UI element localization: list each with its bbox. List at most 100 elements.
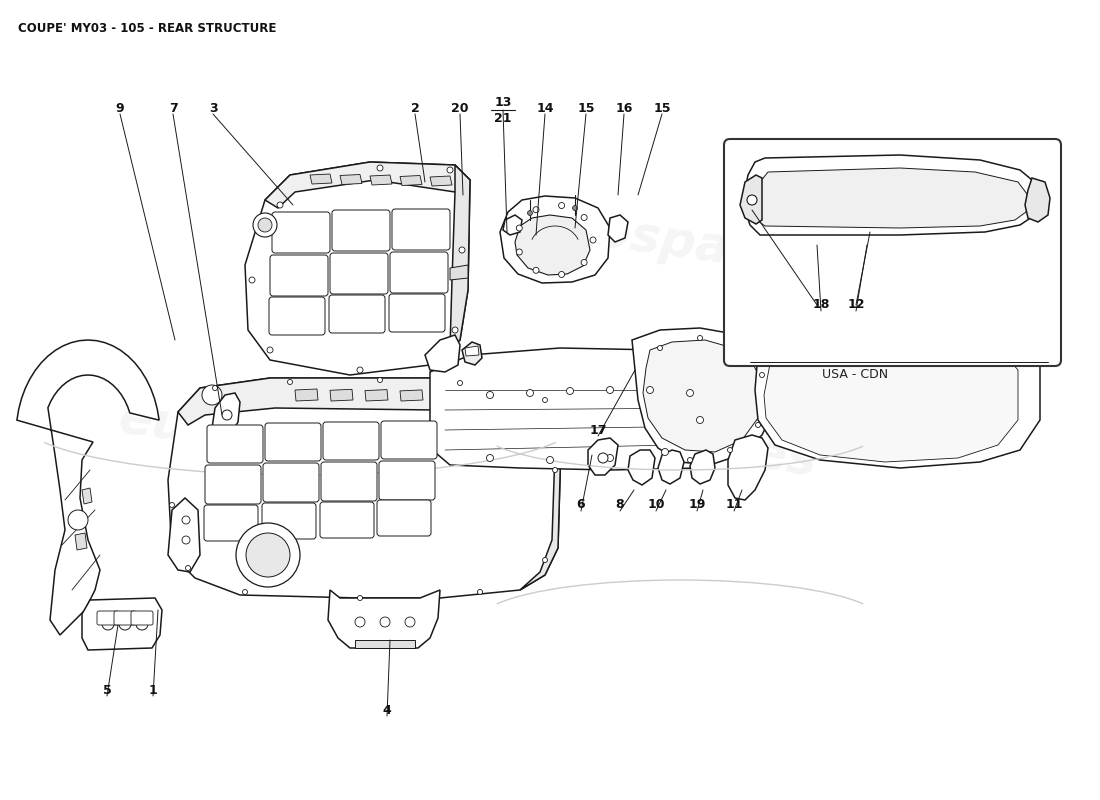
Polygon shape: [430, 165, 470, 365]
FancyBboxPatch shape: [131, 611, 153, 625]
Circle shape: [68, 510, 88, 530]
Circle shape: [119, 618, 131, 630]
Circle shape: [516, 225, 522, 231]
Circle shape: [102, 618, 114, 630]
Circle shape: [542, 558, 548, 562]
Polygon shape: [515, 215, 590, 275]
Polygon shape: [632, 328, 778, 465]
Text: 7: 7: [168, 102, 177, 114]
Polygon shape: [434, 390, 458, 401]
Polygon shape: [750, 168, 1030, 228]
Circle shape: [486, 454, 494, 462]
Circle shape: [598, 453, 608, 463]
Circle shape: [686, 390, 693, 397]
Circle shape: [534, 267, 539, 274]
Circle shape: [559, 271, 564, 278]
Circle shape: [590, 237, 596, 243]
Polygon shape: [310, 174, 332, 184]
Text: 16: 16: [615, 102, 632, 114]
Polygon shape: [588, 438, 618, 475]
Circle shape: [542, 398, 548, 402]
FancyBboxPatch shape: [332, 210, 390, 251]
FancyBboxPatch shape: [270, 255, 328, 296]
FancyBboxPatch shape: [265, 423, 321, 461]
Circle shape: [606, 454, 614, 462]
FancyBboxPatch shape: [114, 611, 136, 625]
Circle shape: [267, 347, 273, 353]
Text: 17: 17: [590, 423, 607, 437]
FancyBboxPatch shape: [263, 463, 319, 502]
FancyBboxPatch shape: [320, 502, 374, 538]
FancyBboxPatch shape: [389, 294, 446, 332]
FancyBboxPatch shape: [321, 462, 377, 501]
Circle shape: [727, 447, 733, 453]
FancyBboxPatch shape: [205, 465, 261, 504]
FancyBboxPatch shape: [272, 212, 330, 253]
Polygon shape: [644, 340, 762, 452]
Text: 15: 15: [578, 102, 595, 114]
Polygon shape: [658, 450, 684, 484]
Circle shape: [581, 259, 587, 266]
Circle shape: [566, 387, 573, 394]
Circle shape: [661, 449, 669, 455]
Polygon shape: [425, 335, 460, 372]
Circle shape: [696, 417, 704, 423]
Circle shape: [258, 218, 272, 232]
Polygon shape: [503, 215, 522, 235]
Text: eurospares: eurospares: [116, 394, 435, 486]
Circle shape: [236, 523, 300, 587]
Circle shape: [658, 346, 662, 350]
Polygon shape: [430, 176, 452, 186]
Text: 4: 4: [383, 703, 392, 717]
FancyBboxPatch shape: [377, 500, 431, 536]
Text: 14: 14: [537, 102, 553, 114]
Circle shape: [452, 327, 458, 333]
Text: 21: 21: [494, 111, 512, 125]
Circle shape: [242, 590, 248, 594]
Polygon shape: [740, 175, 762, 224]
Circle shape: [377, 378, 383, 382]
Text: 15: 15: [653, 102, 671, 114]
Circle shape: [552, 467, 558, 473]
Polygon shape: [520, 388, 562, 590]
FancyBboxPatch shape: [330, 253, 388, 294]
Polygon shape: [1025, 178, 1050, 222]
Polygon shape: [245, 162, 470, 375]
Polygon shape: [430, 348, 740, 470]
Circle shape: [246, 533, 290, 577]
Circle shape: [747, 195, 757, 205]
Circle shape: [736, 346, 740, 350]
Circle shape: [182, 516, 190, 524]
Polygon shape: [500, 196, 610, 283]
Polygon shape: [82, 598, 162, 650]
Text: 19: 19: [689, 498, 706, 511]
Circle shape: [477, 590, 483, 594]
Circle shape: [688, 458, 693, 462]
Circle shape: [212, 386, 218, 390]
Polygon shape: [370, 175, 392, 185]
Circle shape: [287, 379, 293, 385]
Circle shape: [606, 386, 614, 394]
Polygon shape: [168, 498, 200, 572]
Text: eurospares: eurospares: [500, 194, 820, 286]
Circle shape: [581, 214, 587, 221]
Circle shape: [222, 410, 232, 420]
Circle shape: [355, 617, 365, 627]
Circle shape: [559, 202, 564, 209]
Polygon shape: [400, 175, 422, 186]
Polygon shape: [330, 390, 353, 401]
Circle shape: [756, 422, 760, 427]
Polygon shape: [212, 393, 240, 435]
Polygon shape: [628, 450, 654, 485]
Polygon shape: [168, 378, 562, 598]
Text: 20: 20: [451, 102, 469, 114]
Circle shape: [697, 335, 703, 341]
Polygon shape: [355, 640, 415, 648]
FancyBboxPatch shape: [379, 461, 434, 500]
Circle shape: [486, 391, 494, 398]
Polygon shape: [265, 162, 470, 208]
Text: 6: 6: [576, 498, 585, 511]
Polygon shape: [462, 342, 482, 365]
Circle shape: [186, 566, 190, 570]
Text: 2: 2: [410, 102, 419, 114]
